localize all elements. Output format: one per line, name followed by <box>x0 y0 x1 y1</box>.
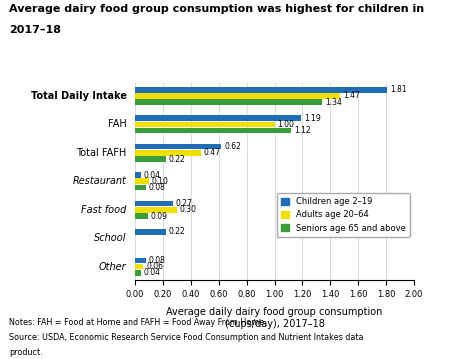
Text: 0.27: 0.27 <box>176 199 192 208</box>
Text: Total FAFH: Total FAFH <box>76 148 126 158</box>
Bar <box>135 270 140 276</box>
Text: 1.34: 1.34 <box>325 98 342 107</box>
Text: Average dairy food group consumption was highest for children in: Average dairy food group consumption was… <box>9 4 424 14</box>
Text: Other: Other <box>99 262 126 272</box>
Text: 1.19: 1.19 <box>304 114 320 123</box>
Bar <box>135 257 146 263</box>
Bar <box>135 144 221 149</box>
Text: 0.22: 0.22 <box>168 155 185 164</box>
Text: 1.81: 1.81 <box>390 85 407 94</box>
Text: product.: product. <box>9 348 43 357</box>
Bar <box>135 172 140 178</box>
Text: FAH: FAH <box>108 120 126 129</box>
Text: 1.00: 1.00 <box>277 120 294 129</box>
Bar <box>135 229 166 235</box>
Text: 0.22: 0.22 <box>168 228 185 237</box>
Text: 1.47: 1.47 <box>343 92 360 101</box>
Text: 1.12: 1.12 <box>294 126 310 135</box>
Bar <box>135 99 322 105</box>
Text: School: School <box>94 233 126 243</box>
Text: Fast food: Fast food <box>81 205 126 215</box>
Text: 2017–18: 2017–18 <box>9 25 61 35</box>
Bar <box>135 122 274 127</box>
Text: 0.62: 0.62 <box>224 142 241 151</box>
Text: 0.10: 0.10 <box>152 177 169 186</box>
Text: Restaurant: Restaurant <box>73 176 126 186</box>
Bar <box>135 156 166 162</box>
Text: 0.30: 0.30 <box>180 205 197 214</box>
Text: 0.06: 0.06 <box>146 262 163 271</box>
Bar <box>135 207 177 213</box>
Bar <box>135 201 173 206</box>
Bar <box>135 185 146 190</box>
Text: Notes: FAH = Food at Home and FAFH = Food Away From Home.: Notes: FAH = Food at Home and FAFH = Foo… <box>9 318 267 327</box>
Bar <box>135 178 149 184</box>
Bar <box>135 264 144 270</box>
Bar <box>135 150 201 156</box>
Text: 0.08: 0.08 <box>149 256 166 265</box>
Text: 0.47: 0.47 <box>203 148 220 157</box>
Bar <box>135 93 340 99</box>
Bar <box>135 115 301 121</box>
Text: 0.04: 0.04 <box>144 269 160 278</box>
X-axis label: Average daily dairy food group consumption
(cups/day), 2017–18: Average daily dairy food group consumpti… <box>166 307 382 329</box>
Text: 0.04: 0.04 <box>144 171 160 180</box>
Text: 0.08: 0.08 <box>149 183 166 192</box>
Text: Source: USDA, Economic Research Service Food Consumption and Nutrient Intakes da: Source: USDA, Economic Research Service … <box>9 333 364 342</box>
Text: Total Daily Intake: Total Daily Intake <box>31 91 126 101</box>
Bar <box>135 87 387 93</box>
Bar <box>135 213 148 219</box>
Text: 0.09: 0.09 <box>150 211 167 220</box>
Bar <box>135 128 291 134</box>
Legend: Children age 2–19, Adults age 20–64, Seniors age 65 and above: Children age 2–19, Adults age 20–64, Sen… <box>277 193 410 237</box>
